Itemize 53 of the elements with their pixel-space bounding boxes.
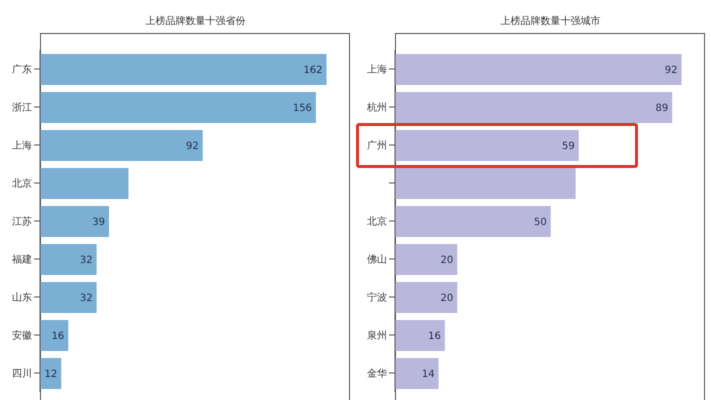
data-label: 14 (422, 369, 435, 380)
data-label: 92 (664, 65, 678, 76)
data-label: 20 (440, 293, 454, 304)
y-tick-label: 上海 (367, 64, 387, 76)
bar (40, 320, 68, 351)
bar (395, 206, 551, 237)
data-label: 162 (303, 65, 323, 76)
bar (40, 244, 97, 275)
y-tick-label: 山东 (12, 292, 32, 304)
bar (395, 244, 458, 275)
chart-title: 上榜品牌数量十强城市 (500, 14, 602, 28)
data-label: 50 (534, 217, 547, 228)
bar (40, 358, 62, 389)
data-label: 32 (80, 255, 93, 266)
data-label: 32 (80, 293, 93, 304)
data-label: 156 (292, 103, 312, 114)
y-tick-label: 四川 (12, 368, 32, 380)
bar (40, 130, 203, 161)
data-label: 12 (44, 369, 58, 380)
y-tick-label: 广东 (12, 64, 32, 76)
data-label: 16 (52, 331, 64, 342)
y-tick-label: 福建 (12, 254, 32, 266)
bar (395, 130, 579, 161)
bar (395, 320, 445, 351)
bar (395, 282, 458, 313)
bar (40, 92, 316, 123)
bar (40, 54, 327, 85)
bar (40, 206, 109, 237)
bar (40, 282, 97, 313)
data-label: 39 (92, 217, 105, 228)
y-tick-label: 上海 (12, 140, 32, 152)
y-tick-label: 宁波 (367, 292, 387, 304)
y-tick-label: 佛山 (367, 254, 387, 266)
data-label: 89 (655, 103, 668, 114)
bar (395, 168, 576, 199)
data-label: 59 (562, 141, 575, 152)
data-label: 20 (440, 255, 454, 266)
y-tick-label: 浙江 (12, 102, 32, 114)
bar (395, 358, 439, 389)
y-tick-label: 北京 (367, 216, 387, 228)
bar (40, 168, 128, 199)
y-tick-label: 江苏 (12, 216, 32, 228)
y-tick-label: 泉州 (367, 330, 387, 342)
y-tick-label: 杭州 (366, 102, 387, 114)
y-tick-label: 金华 (367, 368, 387, 380)
chart-title: 上榜品牌数量十强省份 (144, 14, 246, 28)
data-label: 16 (428, 331, 441, 342)
y-tick-label: 广州 (367, 140, 387, 152)
bar (395, 54, 682, 85)
data-label: 92 (186, 141, 199, 152)
y-tick-label: 安徽 (12, 330, 32, 342)
y-tick-label: 北京 (12, 178, 32, 190)
bar (395, 92, 672, 123)
